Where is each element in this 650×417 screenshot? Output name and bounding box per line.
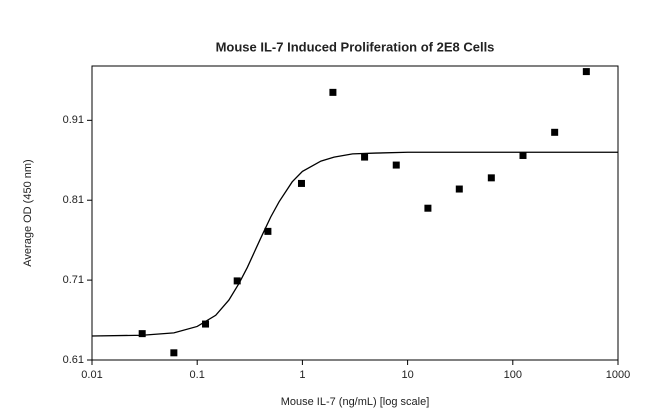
- data-point: [297, 179, 305, 187]
- data-point: [582, 68, 590, 76]
- data-point: [264, 227, 272, 235]
- data-point: [138, 330, 146, 338]
- x-tick-label: 0.01: [81, 369, 102, 381]
- x-tick-label: 100: [504, 369, 522, 381]
- data-point: [392, 161, 400, 169]
- data-point: [455, 185, 463, 193]
- chart-title: Mouse IL-7 Induced Proliferation of 2E8 …: [216, 39, 495, 54]
- x-tick-label: 0.1: [190, 369, 205, 381]
- data-point: [551, 128, 559, 136]
- data-point: [202, 320, 210, 328]
- data-point: [233, 277, 241, 285]
- y-tick-label: 0.71: [63, 274, 84, 286]
- data-point: [424, 204, 432, 212]
- data-point: [361, 153, 369, 161]
- y-tick-label: 0.61: [63, 354, 84, 366]
- fit-curve: [91, 151, 618, 337]
- plot-frame: [91, 65, 619, 361]
- data-point: [487, 174, 495, 182]
- y-tick-label: 0.81: [63, 194, 84, 206]
- y-axis-label: Average OD (450 nm): [22, 159, 34, 266]
- data-point: [170, 349, 178, 357]
- x-tick-label: 1000: [606, 369, 630, 381]
- x-axis-label: Mouse IL-7 (ng/mL) [log scale]: [281, 396, 430, 408]
- data-point: [519, 151, 527, 159]
- x-tick-label: 10: [401, 369, 413, 381]
- data-point: [329, 88, 337, 96]
- y-tick-label: 0.91: [63, 114, 84, 126]
- x-tick-label: 1: [299, 369, 305, 381]
